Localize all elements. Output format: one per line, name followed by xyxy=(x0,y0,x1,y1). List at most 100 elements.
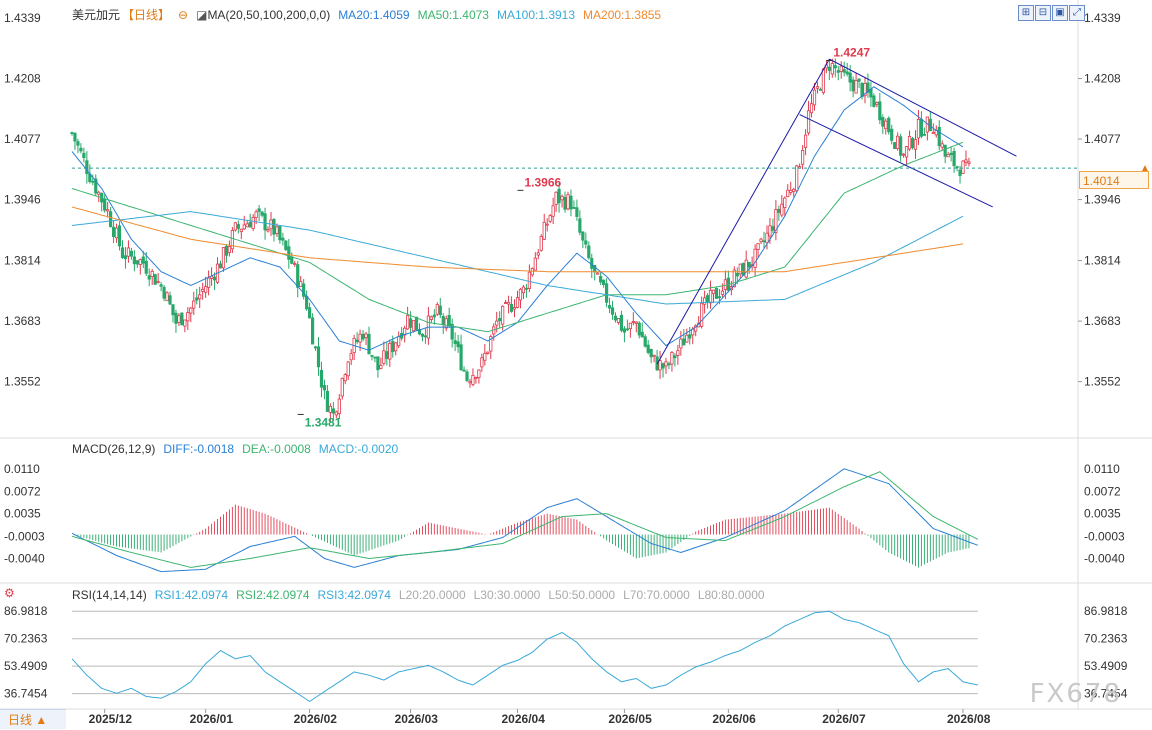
candle-body xyxy=(489,336,493,352)
candle-body xyxy=(578,218,582,233)
candle-body xyxy=(744,259,748,278)
candle-body xyxy=(622,328,627,333)
extreme-label: 1.3966 xyxy=(524,175,561,189)
candle-body xyxy=(138,259,142,265)
candle-body xyxy=(132,256,136,265)
candle-body xyxy=(801,149,805,165)
candle-body xyxy=(293,263,297,265)
candle-body xyxy=(605,283,609,303)
candle-body xyxy=(602,279,606,285)
candle-body xyxy=(931,132,935,134)
candle-body xyxy=(111,226,116,237)
candle-body xyxy=(242,224,246,230)
candle-body xyxy=(857,78,861,82)
macd-tick-label-left: 0.0035 xyxy=(4,507,41,521)
x-tick-label: 2026/08 xyxy=(947,712,991,726)
candle-body xyxy=(456,341,460,348)
candle-body xyxy=(198,294,202,300)
image-icon[interactable]: ▣ xyxy=(1052,5,1068,21)
y-tick-label-left: 1.4208 xyxy=(4,72,41,86)
minus-circle-icon[interactable]: ⊖ xyxy=(178,8,189,22)
candle-body xyxy=(444,318,448,329)
candle-body xyxy=(174,312,178,324)
candle-body xyxy=(946,154,950,158)
candle-body xyxy=(836,70,840,73)
candle-body xyxy=(964,159,968,163)
candle-body xyxy=(432,314,436,318)
candle-body xyxy=(468,381,472,384)
current-price-arrow-icon: ▲ xyxy=(1140,163,1150,174)
rsi2-value: RSI2:42.0974 xyxy=(236,588,310,602)
candle-body xyxy=(186,312,190,322)
macd-tick-label: 0.0110 xyxy=(1084,462,1120,476)
candle-body xyxy=(227,246,232,253)
candle-body xyxy=(902,153,906,156)
candle-body xyxy=(842,69,846,73)
ma200-value: MA200:1.3855 xyxy=(583,8,662,22)
rsi-legend: RSI(14,14,14) RSI1:42.0974 RSI2:42.0974 RSI… xyxy=(72,588,773,602)
candle-body xyxy=(670,352,674,365)
candle-body xyxy=(539,236,543,251)
candle-body xyxy=(786,189,790,198)
macd-label: MACD(26,12,9) xyxy=(72,442,156,456)
candle-body xyxy=(560,195,564,201)
rsi1-value: RSI1:42.0974 xyxy=(154,588,229,602)
zoom-in-icon[interactable]: ⊞ xyxy=(1018,5,1034,21)
candle-body xyxy=(201,288,205,292)
candle-body xyxy=(82,152,86,158)
macd-legend: MACD(26,12,9) DIFF:-0.0018 DEA:-0.0008 MACD… xyxy=(72,442,406,456)
ma-settings-icon[interactable]: ◪ xyxy=(196,8,208,22)
expand-icon[interactable]: ⤢ xyxy=(1069,5,1085,21)
candle-body xyxy=(349,353,353,361)
candle-body xyxy=(851,79,855,92)
candle-body xyxy=(958,169,962,176)
candle-body xyxy=(625,328,629,331)
candle-body xyxy=(792,188,796,192)
candle-body xyxy=(465,371,469,381)
candle-body xyxy=(610,307,615,315)
candle-body xyxy=(910,138,915,149)
ma50-value: MA50:1.4073 xyxy=(417,8,489,22)
candle-body xyxy=(310,317,315,345)
symbol-name: 美元加元 xyxy=(72,8,121,22)
candle-body xyxy=(795,165,799,192)
candle-body xyxy=(114,227,119,239)
ma-line-ma50 xyxy=(71,141,964,333)
candle-body xyxy=(667,363,671,366)
candle-body xyxy=(661,363,665,369)
rsi-tick-label-left: 36.7454 xyxy=(4,687,48,701)
candle-body xyxy=(619,314,624,331)
candle-body xyxy=(263,213,267,231)
candle-body xyxy=(664,361,668,367)
candle-body xyxy=(916,119,921,139)
macd-tick-label: -0.0003 xyxy=(1084,529,1125,543)
candle-body xyxy=(833,65,837,69)
candle-body xyxy=(673,355,677,359)
candle-body xyxy=(296,264,300,288)
candle-body xyxy=(759,238,763,243)
candle-body xyxy=(334,411,338,416)
candle-body xyxy=(305,295,309,310)
candle-body xyxy=(685,334,689,343)
candle-body xyxy=(640,331,644,338)
zoom-out-icon[interactable]: ⊟ xyxy=(1035,5,1051,21)
period-switch-button[interactable]: 日线 ▲ xyxy=(0,709,66,729)
candle-body xyxy=(631,321,635,323)
macd-dea: DEA:-0.0008 xyxy=(242,442,311,456)
candle-body xyxy=(429,316,433,320)
settings-gear-icon[interactable]: ⚙ xyxy=(4,586,15,600)
candle-body xyxy=(266,229,270,232)
candle-body xyxy=(403,327,407,336)
candle-body xyxy=(821,68,826,94)
period-label[interactable]: 【日线】 xyxy=(122,8,171,22)
candle-body xyxy=(408,318,413,328)
y-tick-label-left: 1.3683 xyxy=(4,314,41,328)
rsi-label: RSI(14,14,14) xyxy=(72,588,147,602)
candle-body xyxy=(676,350,680,356)
rsi-l30: L30:30.0000 xyxy=(473,588,541,602)
candle-body xyxy=(313,346,318,349)
y-tick-label: 1.3946 xyxy=(1084,193,1121,207)
ma-label: MA(20,50,100,200,0,0) xyxy=(207,8,331,22)
candle-body xyxy=(441,315,445,325)
macd-tick-label-left: -0.0040 xyxy=(4,551,45,565)
